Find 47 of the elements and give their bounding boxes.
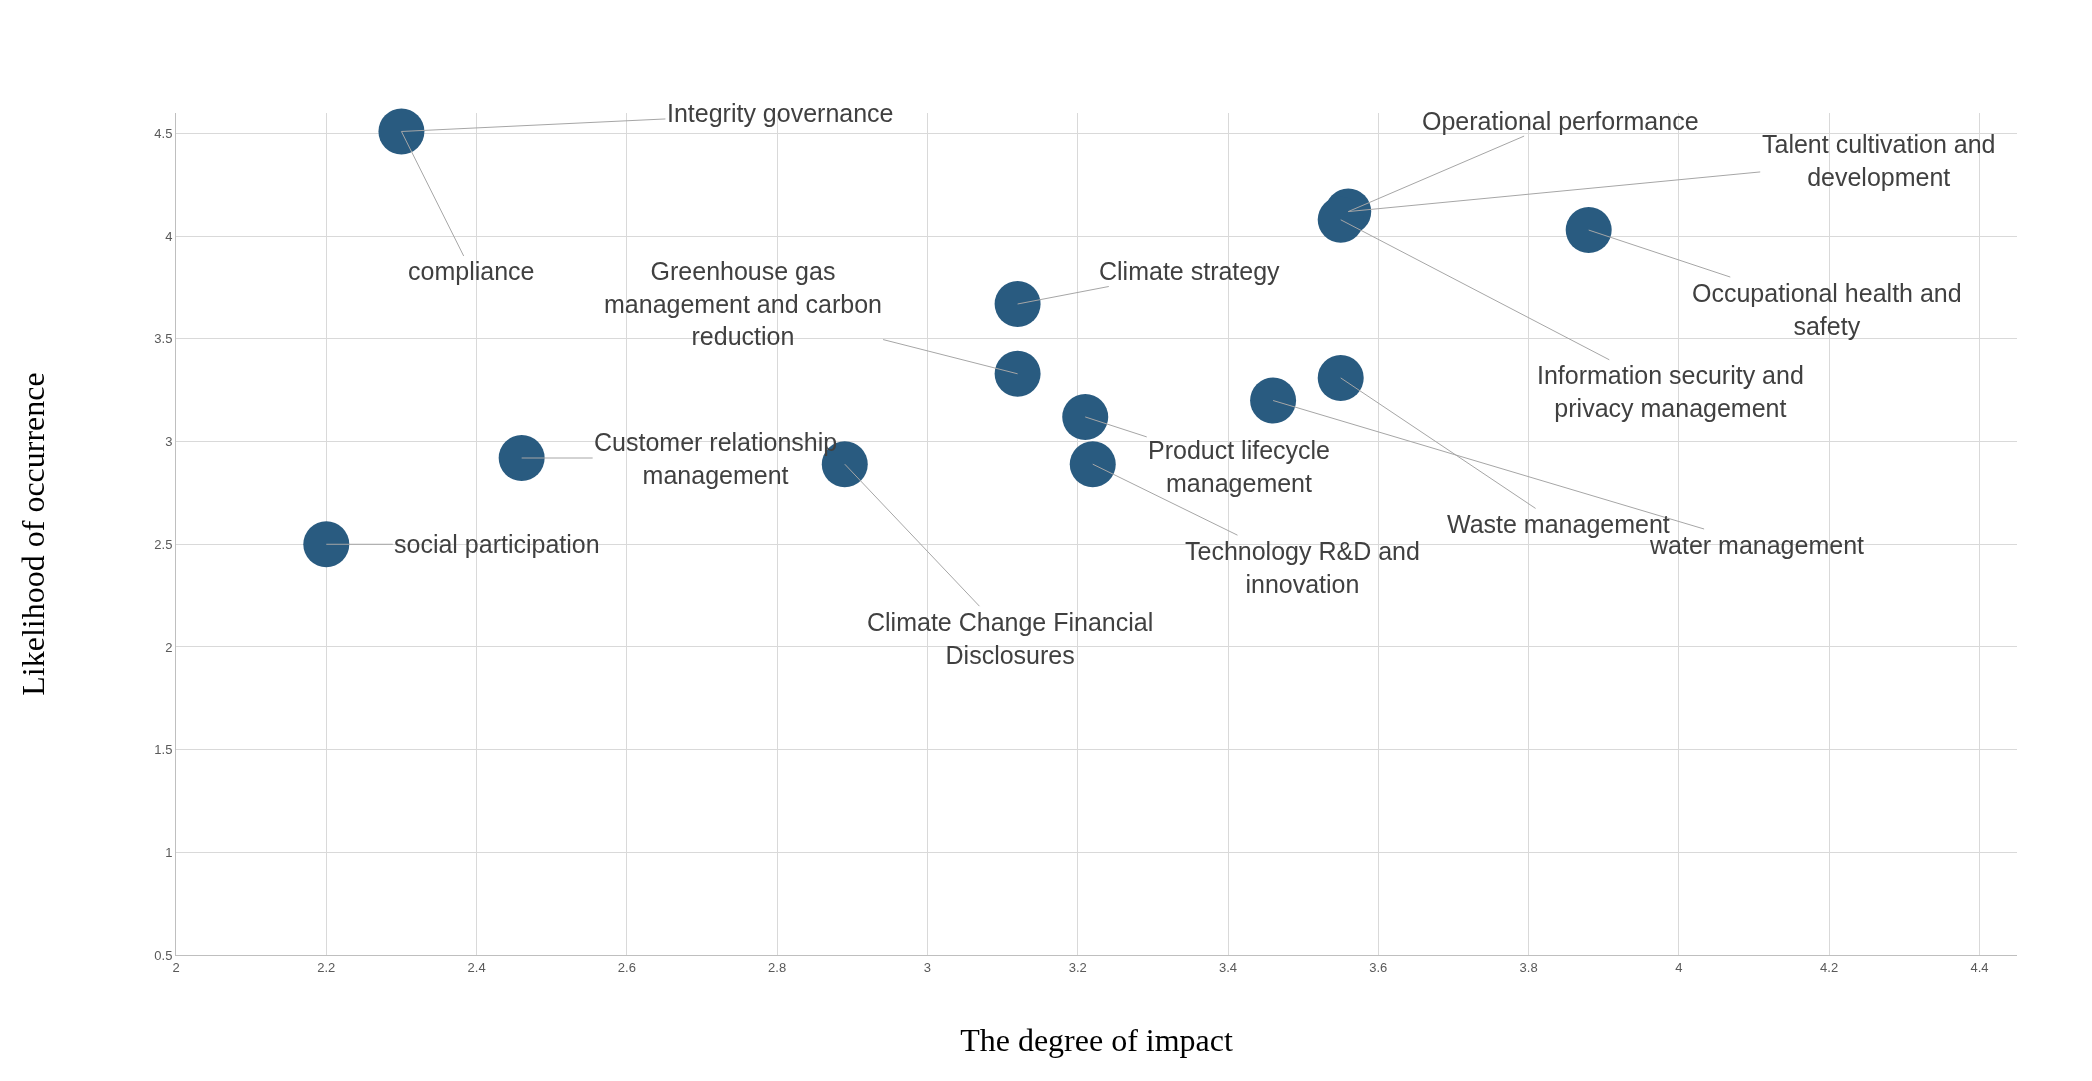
y-tick-label: 1 [165, 844, 173, 860]
annotation: Product lifecycle management [1148, 436, 1331, 497]
point [1317, 354, 1364, 401]
x-tick-label: 2.6 [617, 959, 636, 975]
point [303, 521, 350, 568]
annotation: Climate strategy [1099, 257, 1281, 285]
point [498, 435, 545, 481]
y-axis-title: Likelihood of occurrence [14, 372, 51, 696]
annotation: Integrity governance [667, 99, 894, 127]
point [378, 108, 425, 155]
annotation: compliance [408, 257, 535, 285]
y-tick-label: 3.5 [154, 331, 173, 347]
x-tick-label: 4.4 [1970, 959, 1989, 975]
x-tick-label: 3.6 [1369, 959, 1388, 975]
y-tick-label: 4.5 [154, 126, 173, 142]
annotation: Occupational health and safety [1692, 279, 1962, 340]
x-tick-label: 2.8 [768, 959, 787, 975]
y-tick-label: 2 [165, 639, 173, 655]
annotation: social participation [394, 530, 600, 558]
y-tick-label: 2.5 [154, 536, 173, 552]
point [1069, 441, 1116, 488]
y-tick-label: 0.5 [154, 947, 173, 963]
annotation: Talent cultivation and development [1762, 130, 1996, 191]
x-tick-label: 3 [923, 959, 932, 975]
x-tick-label: 3.4 [1218, 959, 1238, 975]
point [1565, 207, 1612, 254]
x-tick-label: 3.2 [1068, 959, 1087, 975]
x-tick-label: 3.8 [1519, 959, 1538, 975]
x-tick-label: 4 [1675, 959, 1683, 975]
point [1250, 377, 1297, 424]
y-tick-label: 3 [165, 434, 173, 450]
annotation: Greenhouse gas management and carbon reduction [604, 257, 882, 350]
annotation: Climate Change Financial Disclosures [867, 608, 1154, 669]
y-tick-label: 4 [165, 228, 173, 244]
y-tick-label: 1.5 [154, 742, 173, 758]
annotation: Technology R&D and innovation [1185, 537, 1420, 598]
annotation: Customer relationship management [594, 428, 838, 489]
annotation: Operational performance [1422, 107, 1699, 135]
point [994, 280, 1041, 327]
x-axis-title: The degree of impact [960, 1022, 1233, 1059]
point [994, 350, 1041, 397]
annotation: Information security and privacy management [1537, 361, 1804, 422]
point [1062, 393, 1109, 440]
x-tick-label: 4.2 [1820, 959, 1839, 975]
x-tick-label: 2.2 [317, 959, 336, 975]
annotation: Waste management [1447, 510, 1670, 538]
x-tick-label: 2.4 [467, 959, 486, 975]
